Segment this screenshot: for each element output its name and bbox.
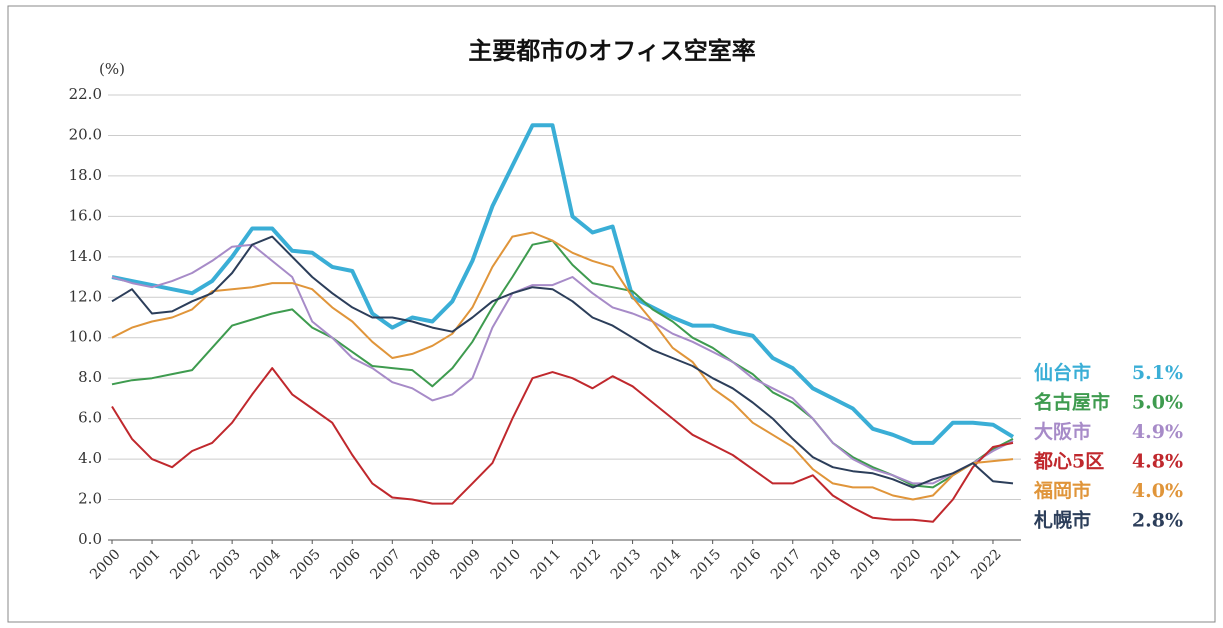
end-value-label: 4.9%: [1132, 421, 1183, 443]
legend-label: 仙台市: [1034, 361, 1091, 384]
x-tick-label: 2012: [568, 546, 605, 583]
legend-label: 札幌市: [1033, 509, 1091, 532]
end-value-label: 2.8%: [1132, 510, 1183, 532]
y-tick-label: 20.0: [69, 125, 102, 143]
y-tick-label: 10.0: [69, 328, 102, 346]
frame: [7, 5, 1216, 623]
legend-label: 都心5区: [1033, 451, 1104, 473]
x-tick-label: 2002: [167, 546, 204, 583]
x-tick-label: 2004: [247, 546, 284, 583]
x-tick-label: 2005: [287, 546, 324, 583]
x-tick-label: 2006: [327, 546, 364, 583]
y-tick-label: 12.0: [69, 287, 102, 305]
y-tick-label: 4.0: [78, 449, 102, 467]
y-tick-label: 2.0: [78, 490, 102, 508]
chart-title: 主要都市のオフィス空室率: [468, 37, 756, 65]
y-tick-label: 0.0: [78, 530, 102, 548]
legend-label: 名古屋市: [1034, 391, 1110, 414]
x-tick-label: 2019: [848, 546, 885, 583]
x-tick-label: 2021: [928, 546, 965, 583]
x-tick-label: 2016: [728, 546, 765, 583]
x-tick-label: 2018: [808, 546, 845, 583]
x-tick-label: 2017: [768, 546, 805, 583]
end-value-label: 4.0%: [1132, 480, 1183, 502]
y-tick-label: 16.0: [69, 206, 102, 224]
x-tick-label: 2013: [608, 546, 645, 583]
x-tick-label: 2015: [688, 546, 725, 583]
x-tick-label: 2008: [407, 546, 444, 583]
series-line: [111, 235, 1014, 489]
x-tick-label: 2007: [367, 546, 404, 583]
series-line: [111, 231, 1014, 501]
legend-label: 福岡市: [1033, 479, 1091, 502]
x-tick-label: 2022: [968, 546, 1005, 583]
series-line: [111, 367, 1014, 523]
y-tick-label: 14.0: [69, 247, 102, 265]
x-tick-label: 2003: [207, 546, 244, 583]
legend-label: 大阪市: [1034, 420, 1091, 443]
x-tick-label: 2000: [87, 546, 124, 583]
y-tick-label: 22.0: [69, 85, 102, 103]
y-tick-label: 8.0: [78, 368, 102, 386]
series-line: [111, 243, 1014, 485]
x-tick-label: 2020: [888, 546, 925, 583]
series-line: [111, 239, 1014, 489]
x-tick-label: 2010: [488, 546, 525, 583]
y-unit: (%): [99, 60, 125, 78]
end-value-label: 4.8%: [1132, 451, 1183, 473]
y-tick-label: 6.0: [78, 409, 102, 427]
end-value-label: 5.1%: [1132, 362, 1183, 384]
x-tick-label: 2001: [127, 546, 164, 583]
x-tick-label: 2014: [648, 546, 685, 583]
end-value-label: 5.0%: [1132, 392, 1183, 414]
x-tick-label: 2011: [528, 546, 565, 583]
series-line: [111, 123, 1015, 445]
y-tick-label: 18.0: [69, 166, 102, 184]
x-tick-label: 2009: [448, 546, 485, 583]
